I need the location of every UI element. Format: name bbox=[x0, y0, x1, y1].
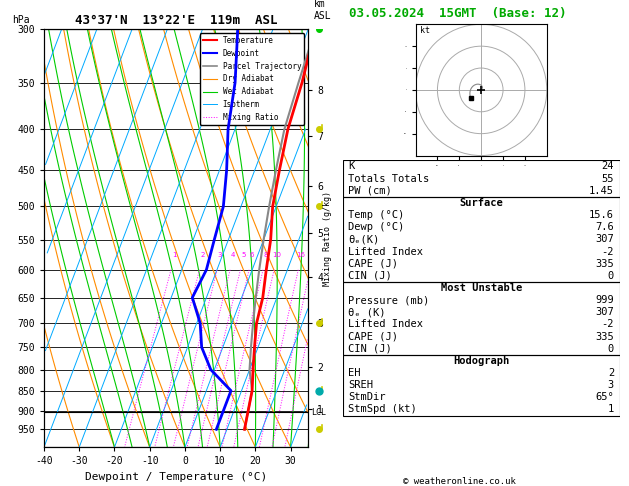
Text: 2: 2 bbox=[200, 252, 204, 258]
Text: CAPE (J): CAPE (J) bbox=[348, 259, 398, 269]
Text: Most Unstable: Most Unstable bbox=[440, 283, 522, 293]
Text: 65°: 65° bbox=[595, 392, 614, 402]
Text: Hodograph: Hodograph bbox=[453, 356, 509, 366]
Bar bbox=[343, 355, 620, 416]
Text: 307: 307 bbox=[595, 234, 614, 244]
Bar bbox=[343, 160, 620, 197]
Text: SREH: SREH bbox=[348, 380, 374, 390]
Bar bbox=[343, 282, 620, 355]
Text: 335: 335 bbox=[595, 331, 614, 342]
Text: 6: 6 bbox=[250, 252, 254, 258]
Text: θₑ (K): θₑ (K) bbox=[348, 307, 386, 317]
Text: Temp (°C): Temp (°C) bbox=[348, 210, 404, 220]
Text: 1.45: 1.45 bbox=[589, 186, 614, 196]
Text: 5: 5 bbox=[241, 252, 245, 258]
Text: θₑ(K): θₑ(K) bbox=[348, 234, 379, 244]
Text: 3: 3 bbox=[608, 380, 614, 390]
Text: Mixing Ratio (g/kg): Mixing Ratio (g/kg) bbox=[323, 191, 331, 286]
Text: 1: 1 bbox=[608, 404, 614, 415]
Text: -2: -2 bbox=[601, 246, 614, 257]
X-axis label: Dewpoint / Temperature (°C): Dewpoint / Temperature (°C) bbox=[85, 472, 267, 482]
Text: K: K bbox=[348, 161, 355, 172]
Text: Lifted Index: Lifted Index bbox=[348, 319, 423, 330]
Text: EH: EH bbox=[348, 368, 361, 378]
Text: CAPE (J): CAPE (J) bbox=[348, 331, 398, 342]
Text: 03.05.2024  15GMT  (Base: 12): 03.05.2024 15GMT (Base: 12) bbox=[349, 7, 567, 20]
Text: StmSpd (kt): StmSpd (kt) bbox=[348, 404, 417, 415]
Text: CIN (J): CIN (J) bbox=[348, 271, 392, 281]
Text: 10: 10 bbox=[272, 252, 281, 258]
Text: kt: kt bbox=[420, 26, 430, 35]
Text: 55: 55 bbox=[601, 174, 614, 184]
Text: Pressure (mb): Pressure (mb) bbox=[348, 295, 430, 305]
Text: StmDir: StmDir bbox=[348, 392, 386, 402]
Text: 0: 0 bbox=[608, 271, 614, 281]
Text: CIN (J): CIN (J) bbox=[348, 344, 392, 354]
Text: 7.6: 7.6 bbox=[595, 222, 614, 232]
Text: 2: 2 bbox=[608, 368, 614, 378]
Title: 43°37'N  13°22'E  119m  ASL: 43°37'N 13°22'E 119m ASL bbox=[75, 14, 277, 27]
Text: Lifted Index: Lifted Index bbox=[348, 246, 423, 257]
Text: 15.6: 15.6 bbox=[589, 210, 614, 220]
Text: 1: 1 bbox=[172, 252, 176, 258]
Text: Dewp (°C): Dewp (°C) bbox=[348, 222, 404, 232]
Bar bbox=[343, 197, 620, 282]
Legend: Temperature, Dewpoint, Parcel Trajectory, Dry Adiabat, Wet Adiabat, Isotherm, Mi: Temperature, Dewpoint, Parcel Trajectory… bbox=[200, 33, 304, 125]
Text: LCL: LCL bbox=[311, 408, 326, 417]
Text: 3: 3 bbox=[218, 252, 222, 258]
Text: hPa: hPa bbox=[13, 15, 30, 25]
Text: 16: 16 bbox=[296, 252, 306, 258]
Text: 335: 335 bbox=[595, 259, 614, 269]
Text: © weatheronline.co.uk: © weatheronline.co.uk bbox=[403, 477, 516, 486]
Text: PW (cm): PW (cm) bbox=[348, 186, 392, 196]
Text: Surface: Surface bbox=[459, 198, 503, 208]
Text: 0: 0 bbox=[608, 344, 614, 354]
Text: 999: 999 bbox=[595, 295, 614, 305]
Text: km
ASL: km ASL bbox=[313, 0, 331, 21]
Text: 4: 4 bbox=[231, 252, 235, 258]
Text: 307: 307 bbox=[595, 307, 614, 317]
Text: 24: 24 bbox=[601, 161, 614, 172]
Text: -2: -2 bbox=[601, 319, 614, 330]
Text: 8: 8 bbox=[264, 252, 268, 258]
Text: Totals Totals: Totals Totals bbox=[348, 174, 430, 184]
